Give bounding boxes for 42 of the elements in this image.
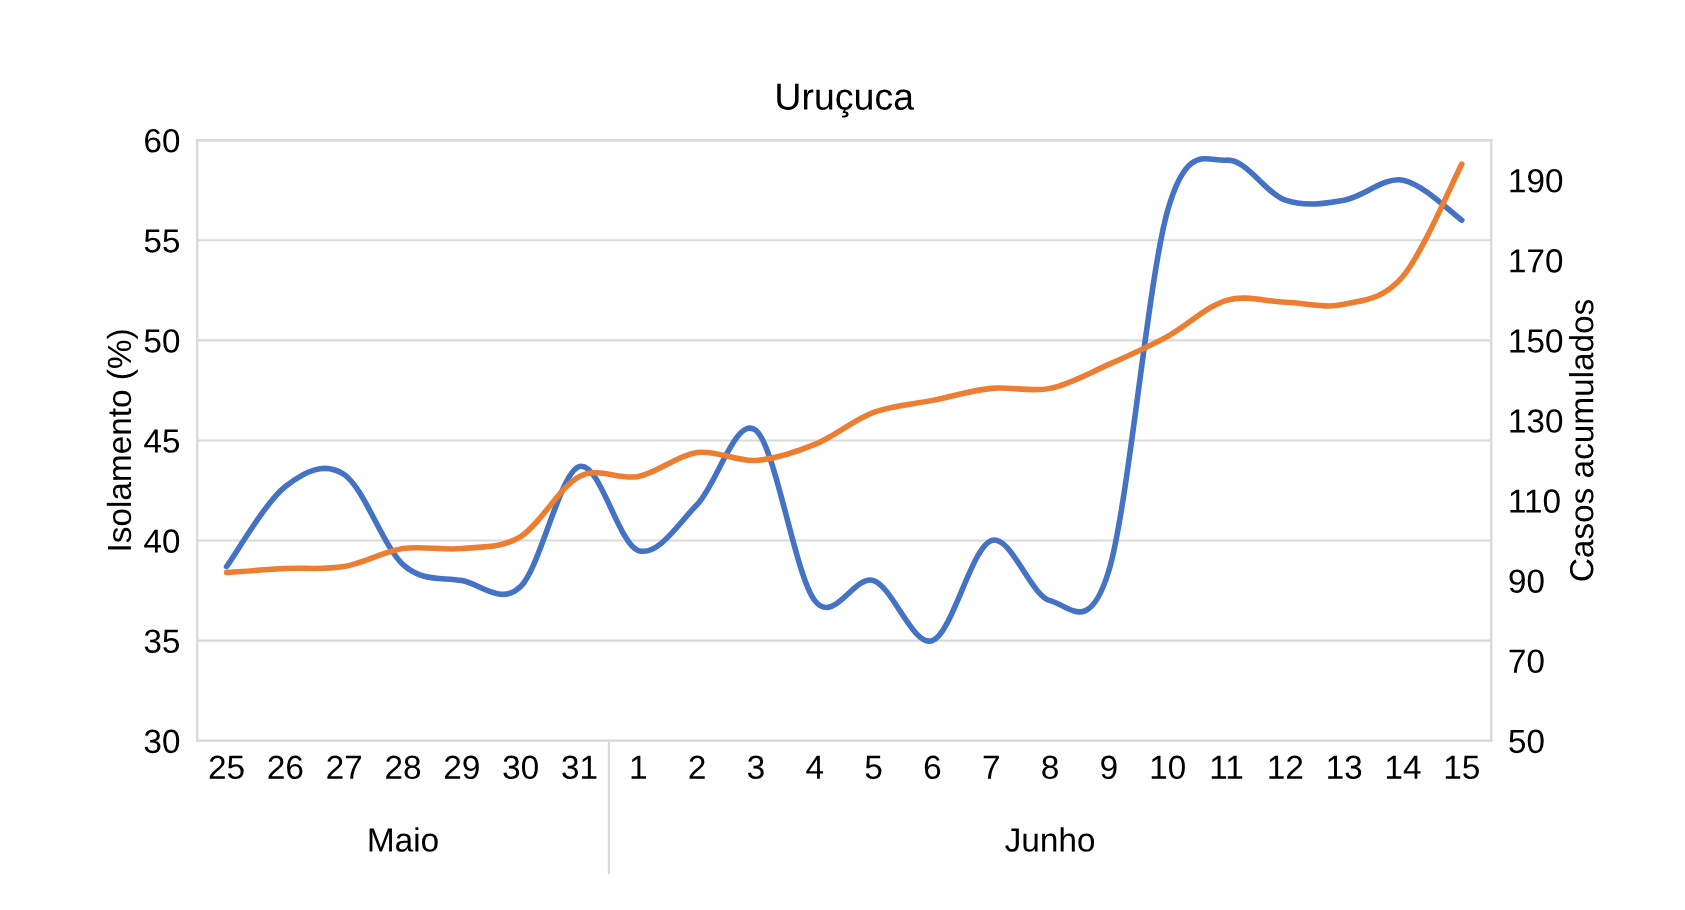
y2-tick-label: 190 xyxy=(1510,168,1563,193)
y2-tick-label: 70 xyxy=(1509,649,1544,674)
y-tick-label: 45 xyxy=(144,429,180,453)
x-tick-label: 8 xyxy=(1042,755,1058,780)
y2-tick-label: 50 xyxy=(1509,729,1544,754)
text: Junho xyxy=(1005,827,1095,852)
x-tick-label: 6 xyxy=(924,755,941,780)
x-tick-label: 27 xyxy=(327,755,362,779)
x-tick-label: 13 xyxy=(1328,755,1362,780)
x-tick-label: 25 xyxy=(209,755,244,780)
x-tick-label: 7 xyxy=(983,755,999,779)
y-tick-label: 50 xyxy=(144,329,180,353)
x-tick-label: 4 xyxy=(806,755,824,779)
y2-tick-label: 90 xyxy=(1509,569,1544,593)
x-tick-label: 29 xyxy=(444,755,479,780)
y-tick-label: 40 xyxy=(144,529,180,553)
chart-title: Uruçuca xyxy=(777,83,914,118)
y2-axis-title: Casos acumulados xyxy=(1569,299,1594,581)
x-tick-label: 11 xyxy=(1211,755,1243,779)
x-tick-label: 14 xyxy=(1387,755,1421,779)
text: Maio xyxy=(369,827,438,852)
y2-tick-label: 170 xyxy=(1510,249,1563,273)
y-axis-title: Isolamento (%) xyxy=(106,330,138,550)
y-tick-label: 35 xyxy=(144,629,180,654)
x-tick-label: 30 xyxy=(503,755,538,780)
x-tick-label: 10 xyxy=(1151,755,1185,780)
x-tick-label: 2 xyxy=(689,755,705,779)
x-tick-label: 31 xyxy=(562,755,597,780)
y2-tick-label: 130 xyxy=(1510,409,1563,433)
x-tick-label: 26 xyxy=(268,755,303,780)
x-tick-label: 3 xyxy=(747,755,764,780)
x-tick-label: 1 xyxy=(631,755,646,779)
y-tick-label: 55 xyxy=(144,229,180,253)
y2-tick-label: 150 xyxy=(1510,329,1563,353)
y-tick-label: 60 xyxy=(145,128,180,153)
y2-tick-label: 110 xyxy=(1510,489,1560,513)
x-tick-label: 15 xyxy=(1445,755,1479,780)
x-tick-label: 28 xyxy=(386,755,421,780)
x-tick-label: 5 xyxy=(865,755,882,780)
x-tick-label: 12 xyxy=(1269,755,1303,779)
y-tick-label: 30 xyxy=(144,729,180,754)
x-tick-label: 9 xyxy=(1101,755,1117,780)
